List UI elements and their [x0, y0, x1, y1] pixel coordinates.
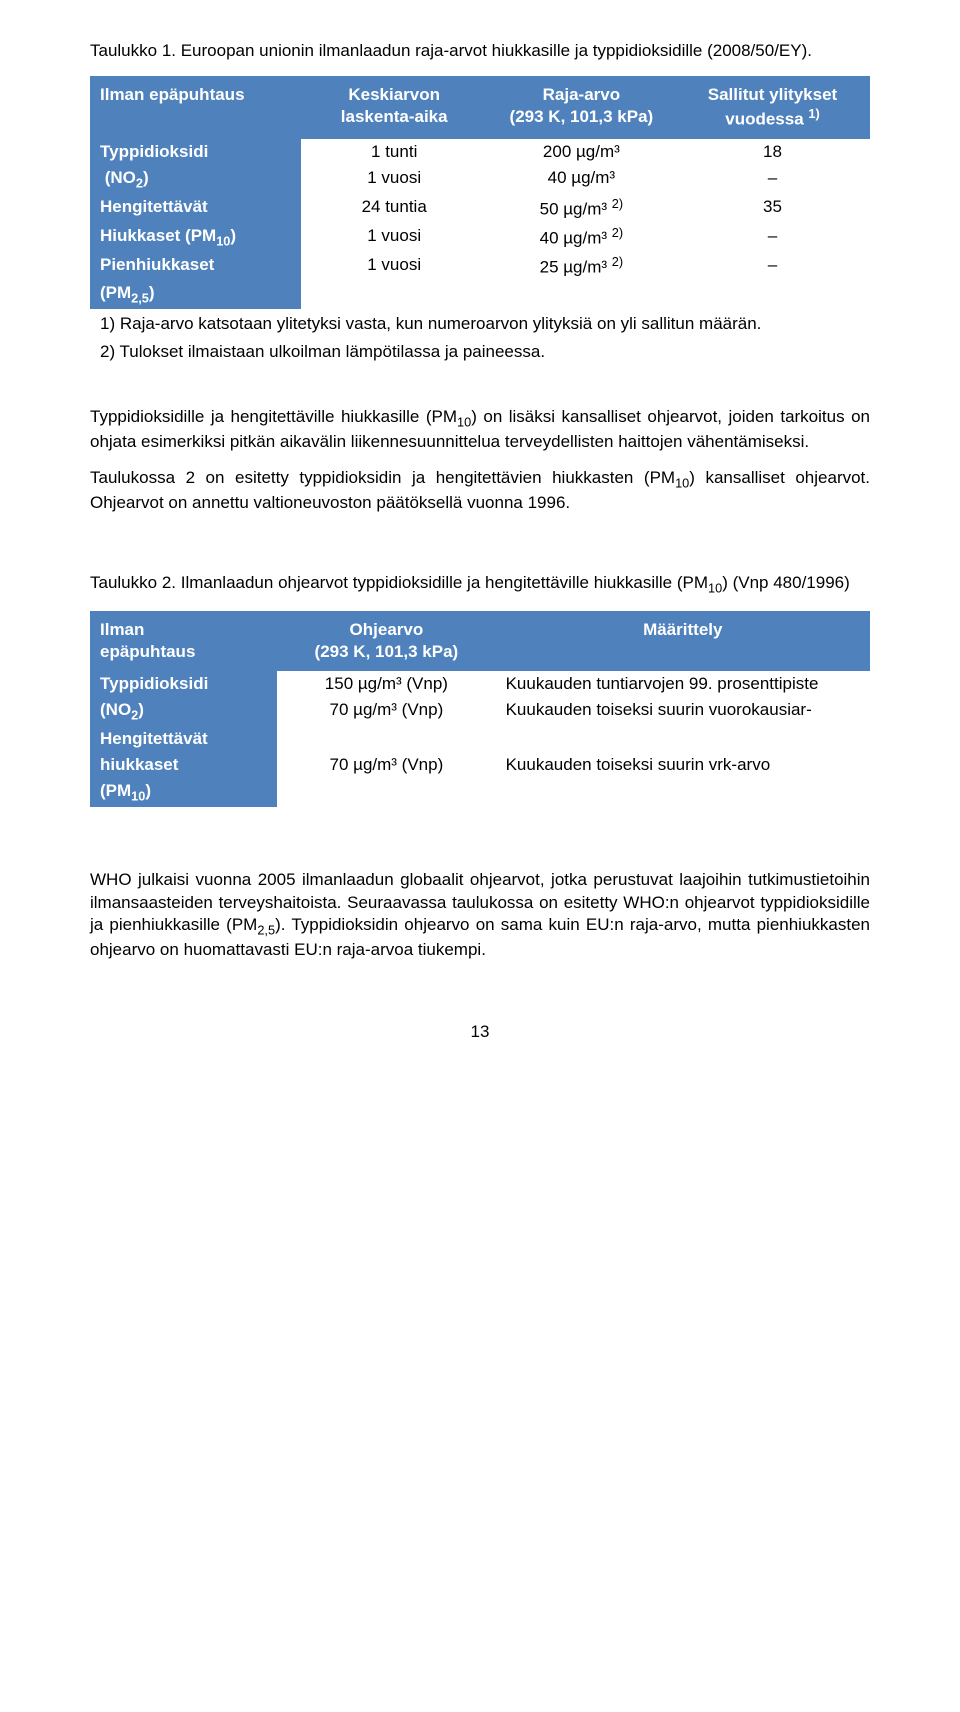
t2-r2c-c3 — [496, 778, 870, 807]
table1: Ilman epäpuhtaus Keskiarvon laskenta-aik… — [90, 76, 870, 365]
t1-r1-label: Typpidioksidi — [90, 139, 301, 165]
t1-r2b-c2: 1 vuosi — [301, 223, 488, 252]
t1-r1-c2: 1 tunti — [301, 139, 488, 165]
t1-r2b-c4: – — [675, 223, 870, 252]
para1a: Typpidioksidille ja hengitettäville hiuk… — [90, 407, 457, 426]
t1-r3-c3sup: 2) — [612, 254, 623, 269]
t2-h2b: (293 K, 101,3 kPa) — [315, 642, 459, 661]
t1-r2b-a: Hiukkaset (PM — [100, 226, 216, 245]
t2-h1: Ilman epäpuhtaus — [90, 611, 277, 671]
t1-r2b-sub: 10 — [216, 233, 230, 248]
t1-h4b: vuodessa — [725, 110, 808, 129]
t1-r3b-c2 — [301, 280, 488, 309]
t1-r3-c3a: 25 µg/m³ — [540, 257, 612, 276]
table1-caption: Taulukko 1. Euroopan unionin ilmanlaadun… — [90, 40, 870, 62]
t2-r1-label: Typpidioksidi — [90, 671, 277, 697]
t2-r1b-label: (NO2) — [90, 697, 277, 726]
t1-r3-c3: 25 µg/m³ 2) — [488, 252, 675, 281]
t2-r1b-c: ) — [138, 700, 144, 719]
t1-r2-c3a: 50 µg/m³ — [540, 200, 612, 219]
t1-h3: Raja-arvo (293 K, 101,3 kPa) — [488, 76, 675, 139]
para3sub: 2,5 — [257, 922, 275, 937]
t2-r2b-c3: Kuukauden toiseksi suurin vrk-arvo — [496, 752, 870, 778]
t1-h2b: laskenta-aika — [341, 107, 448, 126]
t1-h4a: Sallitut ylitykset — [708, 85, 837, 104]
t2-r2c-label: (PM10) — [90, 778, 277, 807]
t1-r1-c4: 18 — [675, 139, 870, 165]
t2-r2b-label: hiukkaset — [90, 752, 277, 778]
page-number: 13 — [90, 1021, 870, 1043]
para2a: Taulukossa 2 on esitetty typpidioksidin … — [90, 468, 675, 487]
t1-r3b-c3 — [488, 280, 675, 309]
t1-r1b-a: (NO — [105, 168, 136, 187]
para2sub: 10 — [675, 475, 689, 490]
t1-h4sup: 1) — [808, 106, 819, 121]
t2-r1-c2: 150 µg/m³ (Vnp) — [277, 671, 495, 697]
t1-r2b-label: Hiukkaset (PM10) — [90, 223, 301, 252]
t1-h4: Sallitut ylitykset vuodessa 1) — [675, 76, 870, 139]
t1-r2-c3: 50 µg/m³ 2) — [488, 194, 675, 223]
t2-r2c-a: (PM — [100, 781, 131, 800]
para2: Taulukossa 2 on esitetty typpidioksidin … — [90, 467, 870, 514]
t1-r3b-label: (PM2,5) — [90, 280, 301, 309]
para3: WHO julkaisi vuonna 2005 ilmanlaadun glo… — [90, 869, 870, 960]
t1-r3-c4: – — [675, 252, 870, 281]
t1-r3b-sub: 2,5 — [131, 291, 149, 306]
caption2sub: 10 — [708, 580, 722, 595]
t2-r1b-c2: 70 µg/m³ (Vnp) — [277, 697, 495, 726]
t1-h2a: Keskiarvon — [348, 85, 440, 104]
t1-r1b-c3: 40 µg/m³ — [488, 165, 675, 194]
t1-r1b-sub: 2 — [136, 175, 143, 190]
t1-note1: 1) Raja-arvo katsotaan ylitetyksi vasta,… — [90, 309, 870, 337]
t1-r2b-c3: 40 µg/m³ 2) — [488, 223, 675, 252]
t2-r2c-c2 — [277, 778, 495, 807]
t2-r2c-sub: 10 — [131, 789, 145, 804]
t1-r2-c3sup: 2) — [612, 196, 623, 211]
caption2b: ) (Vnp 480/1996) — [722, 573, 850, 592]
caption2a: Taulukko 2. Ilmanlaadun ohjearvot typpid… — [90, 573, 708, 592]
t1-r2b-c3a: 40 µg/m³ — [540, 228, 612, 247]
t2-r2-c3 — [496, 726, 870, 752]
t1-r2-c2: 24 tuntia — [301, 194, 488, 223]
t1-h2: Keskiarvon laskenta-aika — [301, 76, 488, 139]
t1-r2b-c3sup: 2) — [612, 225, 623, 240]
t2-r2-c2 — [277, 726, 495, 752]
t2-r2-label: Hengitettävät — [90, 726, 277, 752]
t2-r1b-a: (NO — [100, 700, 131, 719]
t1-r1-c3: 200 µg/m³ — [488, 139, 675, 165]
t2-r1b-c3: Kuukauden toiseksi suurin vuorokausiar- — [496, 697, 870, 726]
t2-h2a: Ohjearvo — [350, 620, 424, 639]
table2: Ilman epäpuhtaus Ohjearvo (293 K, 101,3 … — [90, 611, 870, 807]
para1sub: 10 — [457, 414, 471, 429]
t1-note2: 2) Tulokset ilmaistaan ulkoilman lämpöti… — [90, 337, 870, 365]
t1-h3a: Raja-arvo — [543, 85, 620, 104]
t1-h1: Ilman epäpuhtaus — [90, 76, 301, 139]
t1-r2-c4: 35 — [675, 194, 870, 223]
t1-r2b-c: ) — [230, 226, 236, 245]
t2-r1-c3: Kuukauden tuntiarvojen 99. prosenttipist… — [496, 671, 870, 697]
t2-h1b: epäpuhtaus — [100, 642, 195, 661]
t1-r1b-label: (NO2) — [90, 165, 301, 194]
t1-r3b-c: ) — [149, 283, 155, 302]
t1-h3b: (293 K, 101,3 kPa) — [510, 107, 654, 126]
t2-r2b-c2: 70 µg/m³ (Vnp) — [277, 752, 495, 778]
t1-r3-c2: 1 vuosi — [301, 252, 488, 281]
t2-h1a: Ilman — [100, 620, 144, 639]
t1-r1b-c: ) — [143, 168, 149, 187]
t1-r1b-c2: 1 vuosi — [301, 165, 488, 194]
t1-r3b-c4 — [675, 280, 870, 309]
t1-r3b-a: (PM — [100, 283, 131, 302]
para1: Typpidioksidille ja hengitettäville hiuk… — [90, 406, 870, 453]
t2-h2: Ohjearvo (293 K, 101,3 kPa) — [277, 611, 495, 671]
t1-r2-label: Hengitettävät — [90, 194, 301, 223]
t1-r3-label: Pienhiukkaset — [90, 252, 301, 281]
t1-r1b-c4: – — [675, 165, 870, 194]
t2-r2c-c: ) — [145, 781, 151, 800]
table2-caption: Taulukko 2. Ilmanlaadun ohjearvot typpid… — [90, 572, 870, 597]
t2-h3: Määrittely — [496, 611, 870, 671]
